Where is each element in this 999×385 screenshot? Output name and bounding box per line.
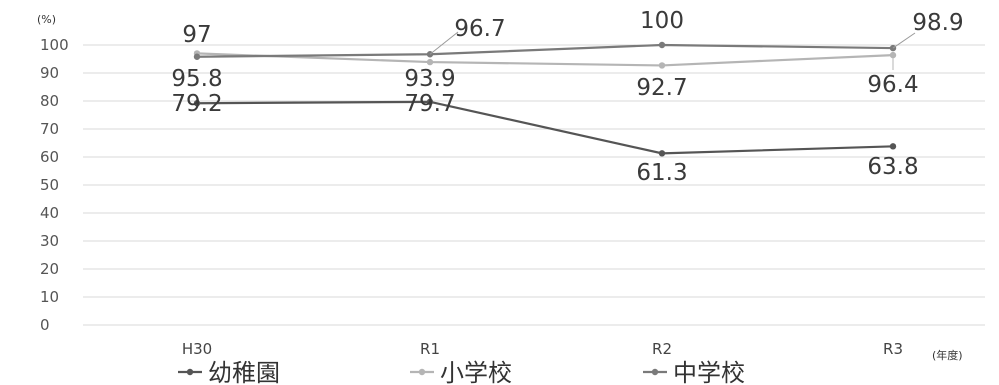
x-tick-label: R2 — [652, 340, 672, 358]
data-labels: 79.2 79.7 61.3 63.8 97 93.9 92.7 96.4 95.8 96.7 10… — [171, 8, 963, 186]
y-tick-label: 0 — [40, 316, 50, 334]
leader-line — [892, 32, 916, 49]
data-label: 98.9 — [912, 10, 963, 36]
legend: 幼稚園 小学校 中学校 — [178, 359, 745, 385]
y-tick-label: 100 — [40, 36, 69, 54]
grid-lines — [83, 44, 985, 326]
data-label: 61.3 — [636, 160, 687, 186]
x-axis-unit-label: (年度) — [932, 348, 963, 362]
data-label: 79.2 — [171, 91, 222, 117]
y-tick-label: 30 — [40, 232, 59, 250]
data-point — [658, 41, 666, 49]
y-tick-label: 50 — [40, 176, 59, 194]
data-label: 100 — [640, 8, 684, 34]
data-label: 97 — [182, 22, 211, 48]
leader-line — [429, 31, 459, 55]
y-tick-label: 10 — [40, 288, 59, 306]
data-point — [889, 143, 897, 150]
y-tick-label: 70 — [40, 120, 59, 138]
legend-marker — [418, 368, 426, 376]
data-label: 93.9 — [404, 66, 455, 92]
series-lines — [193, 41, 897, 157]
legend-label: 幼稚園 — [208, 359, 280, 385]
legend-marker — [651, 368, 659, 376]
x-tick-label: R1 — [420, 340, 440, 358]
data-label: 79.7 — [404, 91, 455, 117]
legend-label: 中学校 — [673, 359, 745, 385]
series-line-1 — [196, 52, 894, 67]
y-tick-label: 40 — [40, 204, 59, 222]
series-line-2 — [196, 43, 894, 58]
data-label: 96.4 — [867, 72, 918, 98]
y-axis-ticks: 0 10 20 30 40 50 60 70 80 90 100 — [40, 36, 69, 334]
y-tick-label: 60 — [40, 148, 59, 166]
legend-marker — [186, 368, 194, 376]
data-point — [193, 53, 201, 60]
data-point — [658, 62, 666, 69]
y-tick-label: 20 — [40, 260, 59, 278]
data-label: 96.7 — [454, 16, 505, 42]
y-axis-unit-label: (%) — [37, 13, 56, 26]
x-axis-ticks: H30 R1 R2 R3 — [182, 340, 903, 358]
data-point — [426, 58, 434, 66]
data-point — [658, 150, 666, 157]
y-tick-label: 90 — [40, 64, 59, 82]
data-label: 92.7 — [636, 75, 687, 101]
data-label: 95.8 — [171, 66, 222, 92]
x-tick-label: R3 — [883, 340, 903, 358]
data-label: 63.8 — [867, 154, 918, 180]
data-point — [193, 100, 201, 107]
series-line-0 — [196, 100, 894, 155]
legend-label: 小学校 — [440, 359, 512, 385]
x-tick-label: H30 — [182, 340, 212, 358]
y-tick-label: 80 — [40, 92, 59, 110]
data-point — [426, 98, 434, 106]
